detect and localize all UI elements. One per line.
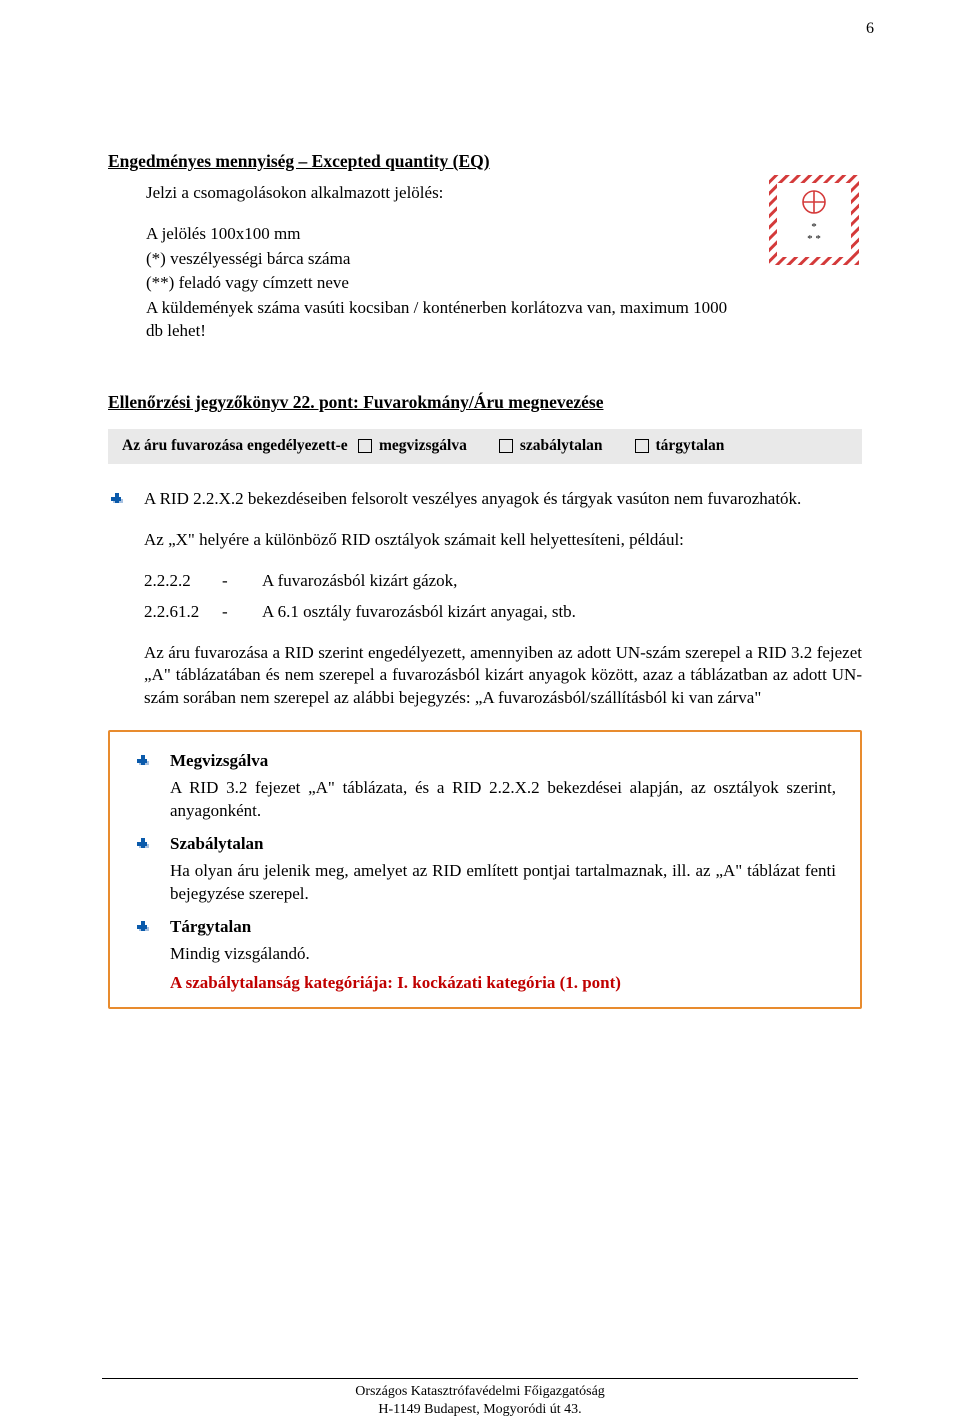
checkbox-icon	[635, 439, 649, 453]
criteria-option: tárgytalan	[635, 436, 725, 457]
code-dash: -	[222, 570, 262, 593]
code-row: 2.2.61.2 - A 6.1 osztály fuvarozásból ki…	[144, 601, 862, 624]
section-eq: Engedményes mennyiség – Excepted quantit…	[108, 150, 862, 345]
eq-line: A küldemények száma vasúti kocsiban / ko…	[146, 297, 738, 343]
sub-item-text: A RID 3.2 fejezet „A" táblázata, és a RI…	[170, 777, 836, 823]
eq-star-top: *	[811, 221, 817, 233]
eq-text-block: Jelzi a csomagolásokon alkalmazott jelöl…	[108, 182, 738, 346]
bullet-icon	[134, 752, 152, 777]
main-bullet: A RID 2.2.X.2 bekezdéseiben felsorolt ve…	[108, 488, 862, 711]
code-number: 2.2.61.2	[144, 601, 222, 624]
criteria-option-label: megvizsgálva	[379, 436, 467, 457]
eq-line: A jelölés 100x100 mm	[146, 223, 738, 246]
page-number: 6	[866, 18, 874, 40]
bullet-icon	[134, 835, 152, 860]
bullet-icon	[134, 918, 152, 943]
code-row: 2.2.2.2 - A fuvarozásból kizárt gázok,	[144, 570, 862, 593]
criteria-option: megvizsgálva	[358, 436, 467, 457]
sub-item-targytalan: Tárgytalan Mindig vizsgálandó. A szabály…	[134, 916, 836, 995]
eq-star-bottom: * *	[807, 233, 821, 245]
section-22-heading: Ellenőrzési jegyzőkönyv 22. pont: Fuvaro…	[108, 391, 862, 415]
code-number: 2.2.2.2	[144, 570, 222, 593]
footer-divider	[102, 1378, 858, 1379]
eq-line: (**) feladó vagy címzett neve	[146, 272, 738, 295]
orange-box: Megvizsgálva A RID 3.2 fejezet „A" táblá…	[108, 730, 862, 1008]
section-22: Ellenőrzési jegyzőkönyv 22. pont: Fuvaro…	[108, 391, 862, 1009]
sub-item-label: Megvizsgálva	[170, 750, 836, 773]
para-rid-2: Az „X" helyére a különböző RID osztályok…	[144, 529, 862, 552]
criteria-option-label: szabálytalan	[520, 436, 603, 457]
eq-line: (*) veszélyességi bárca száma	[146, 248, 738, 271]
para-rid-3: Az áru fuvarozása a RID szerint engedély…	[144, 642, 862, 711]
eq-intro: Jelzi a csomagolásokon alkalmazott jelöl…	[146, 182, 738, 205]
code-text: A fuvarozásból kizárt gázok,	[262, 570, 862, 593]
footer-line-2: H-1149 Budapest, Mogyoródi út 43.	[0, 1401, 960, 1419]
criteria-label: Az áru fuvarozása engedélyezett-e	[122, 436, 358, 457]
sub-item-megvizsgalva: Megvizsgálva A RID 3.2 fejezet „A" táblá…	[134, 750, 836, 823]
eq-symbol-svg: * * *	[766, 172, 862, 268]
sub-item-szabalytalan: Szabálytalan Ha olyan áru jelenik meg, a…	[134, 833, 836, 906]
criteria-option-label: tárgytalan	[656, 436, 725, 457]
para-rid-1: A RID 2.2.X.2 bekezdéseiben felsorolt ve…	[144, 488, 862, 511]
sub-item-label: Tárgytalan	[170, 916, 836, 939]
sub-item-text: Ha olyan áru jelenik meg, amelyet az RID…	[170, 860, 836, 906]
eq-symbol: * * *	[766, 172, 862, 268]
criteria-option: szabálytalan	[499, 436, 603, 457]
code-text: A 6.1 osztály fuvarozásból kizárt anyaga…	[262, 601, 862, 624]
checkbox-icon	[358, 439, 372, 453]
criteria-bar: Az áru fuvarozása engedélyezett-e megviz…	[108, 429, 862, 464]
page-footer: Országos Katasztrófavédelmi Főigazgatósá…	[0, 1378, 960, 1418]
sub-item-text: Mindig vizsgálandó.	[170, 943, 836, 966]
footer-line-1: Országos Katasztrófavédelmi Főigazgatósá…	[0, 1383, 960, 1401]
red-category-line: A szabálytalanság kategóriája: I. kockáz…	[170, 972, 836, 995]
checkbox-icon	[499, 439, 513, 453]
code-dash: -	[222, 601, 262, 624]
bullet-icon	[108, 490, 126, 515]
eq-heading: Engedményes mennyiség – Excepted quantit…	[108, 150, 862, 174]
sub-item-label: Szabálytalan	[170, 833, 836, 856]
